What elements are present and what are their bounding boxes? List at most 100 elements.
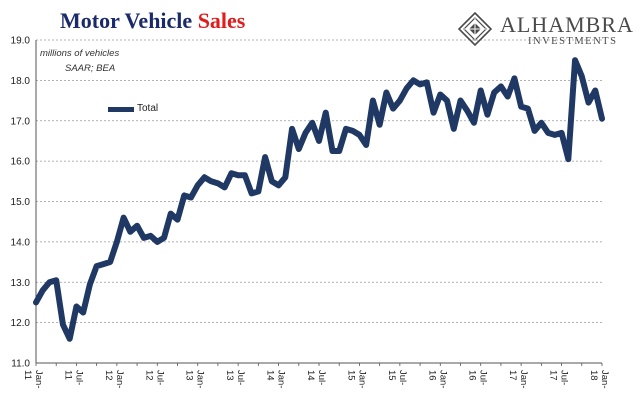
data-point xyxy=(534,130,536,132)
data-point xyxy=(338,150,340,152)
data-point xyxy=(486,114,488,116)
x-tick-label: Jul-15 xyxy=(386,370,408,385)
data-point xyxy=(284,176,286,178)
x-tick-label: Jul-13 xyxy=(224,370,246,385)
data-point xyxy=(237,174,239,176)
x-tick-month: Jan- xyxy=(437,370,448,388)
data-point xyxy=(419,83,421,85)
x-tick-label: Jan-17 xyxy=(507,370,529,388)
data-point xyxy=(75,305,77,307)
data-point xyxy=(365,144,367,146)
data-point xyxy=(554,134,556,136)
x-tick-year: 15 xyxy=(345,370,356,381)
data-point xyxy=(466,110,468,112)
data-point xyxy=(123,217,125,219)
x-tick-month: Jul- xyxy=(559,370,570,385)
data-point xyxy=(406,87,408,89)
legend-swatch-total xyxy=(108,107,134,112)
y-tick-label: 19.0 xyxy=(11,36,31,47)
data-point xyxy=(298,148,300,150)
data-point xyxy=(264,156,266,158)
x-tick-label: Jan-11 xyxy=(22,370,44,388)
data-point xyxy=(412,79,414,81)
data-point xyxy=(527,108,529,110)
y-tick-label: 17.0 xyxy=(11,116,31,127)
alhambra-diamond-logo-icon xyxy=(458,12,492,46)
data-point xyxy=(446,100,448,102)
x-tick-year: 13 xyxy=(224,370,235,381)
data-point xyxy=(89,283,91,285)
chart-title-highlight: Sales xyxy=(197,8,246,33)
data-point xyxy=(493,91,495,93)
x-tick-year: 14 xyxy=(305,370,316,381)
data-point xyxy=(170,213,172,215)
x-tick-label: Jan-18 xyxy=(588,370,610,388)
x-tick-month: Jan- xyxy=(599,370,610,388)
x-tick-label: Jan-16 xyxy=(426,370,448,388)
x-tick-month: Jan- xyxy=(276,370,287,388)
x-tick-label: Jul-17 xyxy=(548,370,570,385)
chart-title-main: Motor Vehicle xyxy=(60,8,198,33)
x-tick-year: 17 xyxy=(507,370,518,381)
chart-title: Motor Vehicle Sales xyxy=(60,8,245,34)
x-tick-month: Jan- xyxy=(195,370,206,388)
x-tick-month: Jul- xyxy=(397,370,408,385)
data-point xyxy=(601,118,603,120)
data-point xyxy=(150,235,152,237)
data-point xyxy=(244,174,246,176)
data-point xyxy=(385,91,387,93)
data-point xyxy=(460,100,461,102)
y-tick-label: 15.0 xyxy=(11,197,31,208)
data-point xyxy=(513,77,515,79)
x-tick-label: Jul-11 xyxy=(62,370,84,385)
x-tick-year: 12 xyxy=(103,370,114,381)
source-annotation: SAAR; BEA xyxy=(65,63,116,74)
data-point xyxy=(136,225,138,227)
data-point xyxy=(203,176,205,178)
data-point xyxy=(594,89,596,91)
data-point xyxy=(210,180,212,182)
x-tick-label: Jul-14 xyxy=(305,370,327,385)
x-tick-year: 12 xyxy=(143,370,154,381)
x-tick-year: 16 xyxy=(426,370,437,381)
data-point xyxy=(520,106,522,108)
x-tick-month: Jan- xyxy=(518,370,529,388)
data-point xyxy=(183,194,185,196)
data-point xyxy=(507,96,509,98)
y-tick-label: 12.0 xyxy=(11,318,31,329)
x-tick-year: 13 xyxy=(184,370,195,381)
data-point xyxy=(69,338,71,340)
logo-subtitle: INVESTMENTS xyxy=(528,36,618,47)
data-point xyxy=(358,134,360,136)
data-point xyxy=(352,130,354,132)
data-point xyxy=(163,237,165,239)
y-tick-label: 14.0 xyxy=(11,237,31,248)
x-tick-month: Jul- xyxy=(235,370,246,385)
x-tick-year: 17 xyxy=(548,370,559,381)
data-point xyxy=(547,132,549,134)
series-line-total xyxy=(33,57,605,342)
x-tick-month: Jan- xyxy=(33,370,44,388)
series-points xyxy=(35,59,603,340)
data-point xyxy=(96,265,98,267)
data-point xyxy=(392,108,394,110)
y-tick-label: 18.0 xyxy=(11,76,31,87)
x-tick-month: Jan- xyxy=(114,370,125,388)
data-point xyxy=(561,132,563,134)
data-point xyxy=(291,128,293,130)
data-point xyxy=(325,112,327,114)
data-point xyxy=(224,186,226,188)
x-tick-labels: Jan-11 Jul-11 Jan-12 Jul-12 Jan-13 Jul-13 Jan-… xyxy=(22,370,610,388)
data-point xyxy=(500,85,502,87)
data-point xyxy=(399,100,401,102)
data-point xyxy=(55,279,57,281)
series-layer xyxy=(33,57,605,342)
legend-label-total: Total xyxy=(137,103,159,114)
axes xyxy=(35,40,603,366)
data-point xyxy=(48,281,50,283)
x-tick-year: 11 xyxy=(62,370,73,380)
data-point xyxy=(102,263,104,265)
data-point xyxy=(540,122,542,124)
data-point xyxy=(278,184,280,186)
